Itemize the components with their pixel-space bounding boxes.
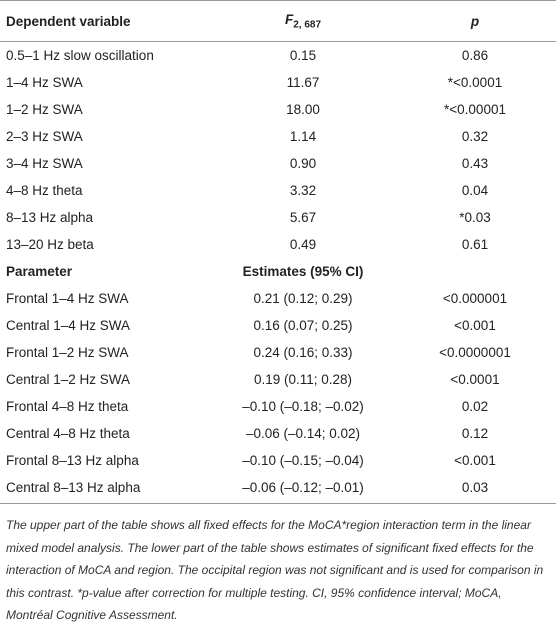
table-cell: 0.16 (0.07; 0.25) — [253, 318, 353, 333]
data-row: Frontal 1–2 Hz SWA 0.24 (0.16; 0.33) <0.00… — [0, 339, 556, 366]
table-cell: 2–3 Hz SWA — [6, 129, 83, 144]
data-row: Central 4–8 Hz theta –0.06 (–0.14; 0.02) 0… — [0, 420, 556, 447]
table-cell: *<0.00001 — [444, 102, 506, 117]
table-cell: *0.03 — [459, 210, 491, 225]
header-cell: Estimates (95% CI) — [242, 264, 364, 279]
table-cell: Central 1–4 Hz SWA — [6, 318, 131, 333]
f-symbol: F — [284, 11, 294, 27]
data-row: 4–8 Hz theta 3.32 0.04 — [0, 177, 556, 204]
table-cell: 0.24 (0.16; 0.33) — [253, 345, 353, 360]
table-body: Dependent variable F2, 687 p 0.5–1 Hz sl… — [0, 0, 556, 504]
table-cell: 0.32 — [461, 129, 489, 144]
table-cell: –0.06 (–0.12; –0.01) — [212, 474, 394, 504]
table-cell: 18.00 — [286, 102, 320, 117]
table-cell: Central 4–8 Hz theta — [6, 426, 130, 441]
table-cell: 0.43 — [461, 156, 489, 171]
data-row: 13–20 Hz beta 0.49 0.61 — [0, 231, 556, 258]
table-cell: *<0.0001 — [447, 75, 503, 90]
table-cell: –0.10 (–0.18; –0.02) — [242, 399, 364, 414]
table-cell: <0.0000001 — [439, 345, 511, 360]
table-cell: 0.49 — [289, 237, 317, 252]
data-row: 3–4 Hz SWA 0.90 0.43 — [0, 150, 556, 177]
data-row: 2–3 Hz SWA 1.14 0.32 — [0, 123, 556, 150]
table-cell: Frontal 8–13 Hz alpha — [6, 453, 139, 468]
table-cell: 4–8 Hz theta — [6, 183, 83, 198]
header-cell: p — [394, 0, 556, 42]
f-subscript: 2, 687 — [293, 19, 322, 31]
table-cell: 0.02 — [461, 399, 489, 414]
data-row: 1–2 Hz SWA 18.00 *<0.00001 — [0, 96, 556, 123]
table-cell: 0.12 — [461, 426, 489, 441]
data-row: Frontal 8–13 Hz alpha –0.10 (–0.15; –0.04… — [0, 447, 556, 474]
header-cell: Dependent variable — [0, 0, 212, 42]
table-cell: 0.15 — [289, 48, 317, 63]
table-cell: 0.86 — [461, 48, 489, 63]
table-cell: Frontal 1–4 Hz SWA — [6, 291, 129, 306]
results-table: Dependent variable F2, 687 p 0.5–1 Hz sl… — [0, 0, 556, 504]
table-cell: 0.90 — [289, 156, 317, 171]
table-cell: 3.32 — [289, 183, 317, 198]
table-cell: <0.001 — [454, 318, 496, 333]
table-cell: 1–4 Hz SWA — [6, 75, 83, 90]
data-row: 8–13 Hz alpha 5.67 *0.03 — [0, 204, 556, 231]
table-cell: <0.001 — [454, 453, 496, 468]
table-cell: 5.67 — [289, 210, 317, 225]
data-row: Frontal 1–4 Hz SWA 0.21 (0.12; 0.29) <0.00… — [0, 285, 556, 312]
header-cell: F2, 687 — [212, 0, 394, 42]
table-cell: –0.06 (–0.14; 0.02) — [245, 426, 361, 441]
table-cell: 0.04 — [461, 183, 489, 198]
table-cell: 1–2 Hz SWA — [6, 102, 83, 117]
data-row: 1–4 Hz SWA 11.67 *<0.0001 — [0, 69, 556, 96]
header-row: Dependent variable F2, 687 p — [0, 0, 556, 42]
table-cell: 1.14 — [289, 129, 317, 144]
table-cell: 3–4 Hz SWA — [6, 156, 83, 171]
caption: The upper part of the table shows all fi… — [6, 518, 544, 622]
subheader-row: Parameter Estimates (95% CI) — [0, 258, 556, 285]
table-cell: Central 1–2 Hz SWA — [6, 372, 131, 387]
table-cell: Central 8–13 Hz alpha — [0, 474, 212, 504]
header-cell — [394, 258, 556, 285]
data-row: Central 8–13 Hz alpha –0.06 (–0.12; –0.01… — [0, 474, 556, 504]
data-row: 0.5–1 Hz slow oscillation 0.15 0.86 — [0, 42, 556, 70]
table-cell: 0.19 (0.11; 0.28) — [253, 372, 353, 387]
data-row: Frontal 4–8 Hz theta –0.10 (–0.18; –0.02)… — [0, 393, 556, 420]
table-cell: 0.61 — [461, 237, 489, 252]
table-cell: 0.03 — [394, 474, 556, 504]
table-cell: <0.0001 — [450, 372, 500, 387]
data-row: Central 1–2 Hz SWA 0.19 (0.11; 0.28) <0.00… — [0, 366, 556, 393]
table-cell: 0.5–1 Hz slow oscillation — [6, 48, 154, 63]
table-cell: Frontal 1–2 Hz SWA — [6, 345, 129, 360]
table-cell: 11.67 — [286, 75, 320, 90]
data-row: Central 1–4 Hz SWA 0.16 (0.07; 0.25) <0.00… — [0, 312, 556, 339]
table-cell: –0.10 (–0.15; –0.04) — [242, 453, 364, 468]
table-cell: Frontal 4–8 Hz theta — [6, 399, 129, 414]
table-cell: 0.21 (0.12; 0.29) — [253, 291, 353, 306]
table-cell: 8–13 Hz alpha — [6, 210, 94, 225]
table-cell: 13–20 Hz beta — [6, 237, 94, 252]
table-cell: <0.000001 — [442, 291, 508, 306]
header-cell: Parameter — [6, 264, 73, 279]
